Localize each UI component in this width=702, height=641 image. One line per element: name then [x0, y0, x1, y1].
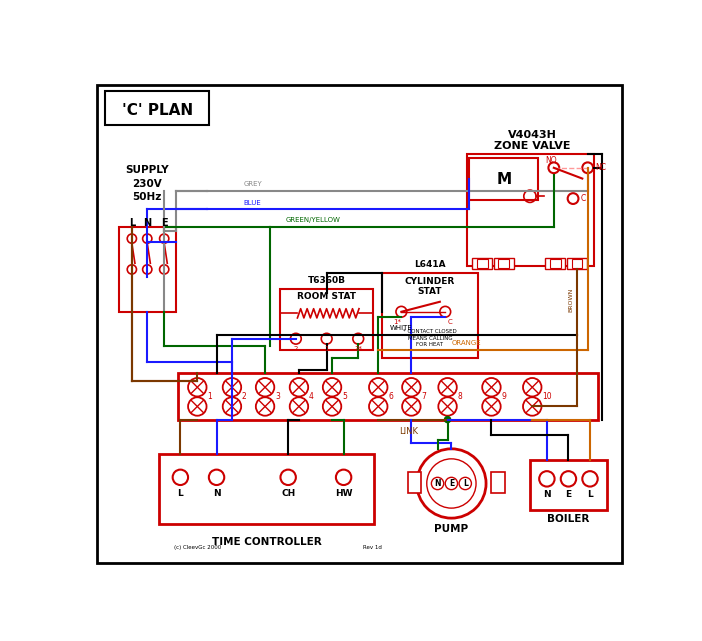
- Text: N: N: [143, 218, 152, 228]
- FancyBboxPatch shape: [530, 460, 607, 510]
- Text: V4043H: V4043H: [508, 129, 557, 140]
- Text: PUMP: PUMP: [435, 524, 468, 533]
- Text: E: E: [449, 479, 454, 488]
- Text: M: M: [496, 172, 511, 187]
- Text: 4: 4: [309, 392, 314, 401]
- Text: 2: 2: [293, 345, 298, 352]
- FancyBboxPatch shape: [119, 227, 176, 312]
- FancyBboxPatch shape: [498, 260, 509, 268]
- Text: NO: NO: [545, 156, 557, 165]
- Text: L: L: [587, 490, 593, 499]
- Text: N: N: [543, 490, 550, 499]
- Text: ORANGE: ORANGE: [451, 340, 481, 346]
- FancyBboxPatch shape: [477, 260, 488, 268]
- FancyBboxPatch shape: [472, 258, 492, 269]
- Text: LINK: LINK: [399, 428, 418, 437]
- Text: L: L: [128, 218, 135, 228]
- Text: STAT: STAT: [418, 287, 442, 296]
- FancyBboxPatch shape: [178, 373, 597, 420]
- Bar: [491, 472, 505, 494]
- Text: (c) CleevGc 2000: (c) CleevGc 2000: [174, 545, 221, 550]
- FancyBboxPatch shape: [281, 288, 373, 350]
- Text: 'C' PLAN: 'C' PLAN: [121, 103, 193, 119]
- Text: E: E: [161, 218, 168, 228]
- Text: CYLINDER: CYLINDER: [405, 277, 455, 286]
- Text: 1*: 1*: [394, 319, 402, 326]
- Text: Rev 1d: Rev 1d: [363, 545, 382, 550]
- FancyBboxPatch shape: [550, 260, 561, 268]
- Text: 1: 1: [324, 345, 329, 352]
- Text: C: C: [448, 319, 452, 326]
- FancyBboxPatch shape: [382, 273, 478, 358]
- Text: 9: 9: [501, 392, 506, 401]
- Text: N: N: [213, 489, 220, 498]
- Text: 6: 6: [388, 392, 393, 401]
- Text: 2: 2: [242, 392, 246, 401]
- FancyBboxPatch shape: [467, 154, 594, 265]
- Text: TIME CONTROLLER: TIME CONTROLLER: [212, 537, 322, 547]
- FancyBboxPatch shape: [159, 454, 374, 524]
- FancyBboxPatch shape: [105, 91, 209, 126]
- Text: 5: 5: [342, 392, 347, 401]
- Text: 8: 8: [458, 392, 463, 401]
- FancyBboxPatch shape: [545, 258, 565, 269]
- Bar: [408, 472, 421, 494]
- Text: T6360B: T6360B: [307, 276, 345, 285]
- Text: HW: HW: [335, 489, 352, 498]
- Text: BROWN: BROWN: [569, 288, 574, 312]
- Text: * CONTACT CLOSED
MEANS CALLING
FOR HEAT: * CONTACT CLOSED MEANS CALLING FOR HEAT: [403, 329, 457, 347]
- Text: 3: 3: [275, 392, 280, 401]
- Text: WHITE: WHITE: [390, 325, 413, 331]
- Text: 10: 10: [542, 392, 552, 401]
- Text: 7: 7: [421, 392, 426, 401]
- Text: 3*: 3*: [355, 345, 362, 352]
- Text: 1: 1: [207, 392, 212, 401]
- FancyBboxPatch shape: [571, 260, 582, 268]
- Circle shape: [444, 417, 451, 422]
- FancyBboxPatch shape: [469, 158, 538, 200]
- Text: L641A: L641A: [414, 260, 446, 269]
- FancyBboxPatch shape: [567, 258, 587, 269]
- FancyBboxPatch shape: [97, 85, 623, 563]
- Text: L: L: [178, 489, 183, 498]
- Text: N: N: [435, 479, 441, 488]
- Text: CH: CH: [281, 489, 296, 498]
- Text: ROOM STAT: ROOM STAT: [297, 292, 356, 301]
- Text: NC: NC: [595, 163, 607, 172]
- Text: GREEN/YELLOW: GREEN/YELLOW: [286, 217, 340, 223]
- Text: E: E: [565, 490, 571, 499]
- Text: L: L: [463, 479, 468, 488]
- Text: ZONE VALVE: ZONE VALVE: [494, 141, 571, 151]
- Text: GREY: GREY: [244, 181, 263, 187]
- Text: BLUE: BLUE: [244, 199, 261, 206]
- Text: SUPPLY
230V
50Hz: SUPPLY 230V 50Hz: [126, 165, 169, 202]
- Text: C: C: [581, 194, 586, 203]
- Text: BOILER: BOILER: [548, 514, 590, 524]
- FancyBboxPatch shape: [494, 258, 514, 269]
